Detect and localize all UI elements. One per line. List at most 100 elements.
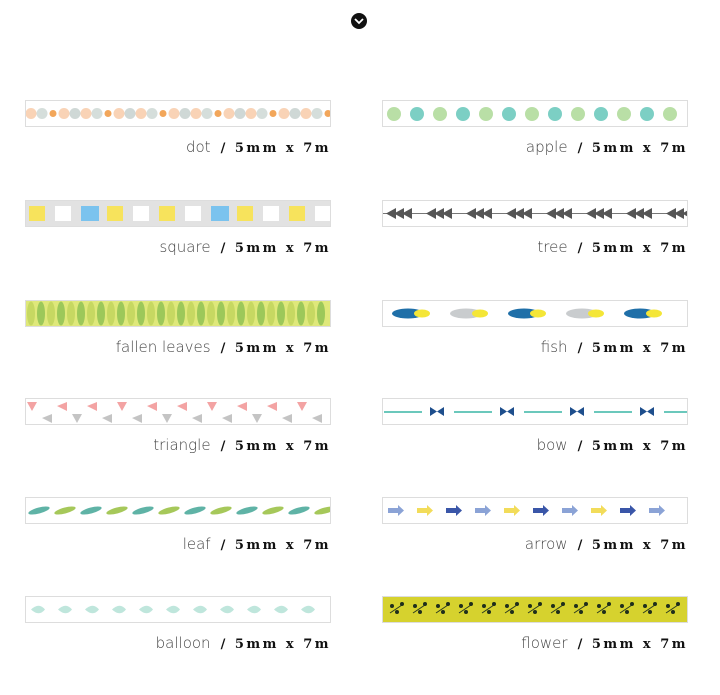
pattern-triangle [177,402,187,411]
pattern-triangle [297,402,307,411]
pattern-dot [300,108,312,119]
pattern-leaf [187,301,195,326]
pattern-tree [554,208,564,219]
pattern-flower [487,610,491,614]
tape-spec: / 5mm x 7m [578,538,688,553]
pattern-leaf [207,301,215,326]
pattern-dot [80,108,92,119]
pattern-triangle [207,402,217,411]
pattern-flower [579,610,583,614]
scroll-down-icon[interactable] [351,13,367,29]
pattern-flower [597,604,601,608]
tape-border [382,100,688,127]
pattern-stem [550,604,564,614]
pattern-square [55,206,71,221]
pattern-stem [619,604,633,614]
pattern-arrow [591,505,607,516]
pattern-tree [666,208,676,219]
pattern-flower [469,602,473,606]
pattern-dot [179,108,191,119]
pattern-tree [514,208,524,219]
pattern-square [237,206,253,221]
tape [25,497,331,524]
pattern-dot [146,108,158,119]
pattern-flower [574,604,578,608]
tape-pattern [382,208,688,219]
tape-border [25,200,331,227]
pattern-flower [482,604,486,608]
pattern-tree [434,208,444,219]
pattern-flower [492,602,496,606]
pattern-fish [414,309,430,318]
pattern-balloon [112,605,126,614]
pattern-balloon [31,605,45,614]
pattern-leaf [267,301,275,326]
pattern-balloon [58,605,72,614]
pattern-triangle [132,414,142,423]
pattern-stem [665,604,679,614]
tape-pattern [25,300,331,327]
pattern-triangle [162,414,172,423]
pattern-leaf [177,301,185,326]
pattern-leaf [227,301,235,326]
pattern-flower [464,610,468,614]
pattern-dot [104,110,112,117]
pattern-tree [602,208,612,219]
pattern-triangle [42,414,52,423]
tape [25,398,331,425]
tape-border [382,398,688,425]
pattern-leaf [132,506,154,515]
pattern-square [211,206,229,221]
pattern-balloon [220,605,234,614]
tape-bg [25,200,331,227]
pattern-triangle [27,402,37,411]
pattern-leaf [277,301,285,326]
pattern-leaf [47,301,55,326]
tape-border [25,300,331,327]
pattern-fish [588,309,604,318]
pattern-square [107,206,123,221]
tape-border [25,398,331,425]
pattern-leaf [107,301,115,326]
pattern-dot [324,110,331,117]
pattern-leaf [314,506,331,515]
pattern-dot [91,108,103,119]
pattern-leaf [287,301,295,326]
pattern-arrow [533,505,549,516]
pattern-dot [25,108,37,119]
tape-spec: / 5mm x 7m [578,341,688,356]
tape-spec: / 5mm x 7m [221,141,331,156]
pattern-dot [214,110,222,117]
pattern-tree [402,208,412,219]
pattern-flower [395,610,399,614]
tape-name: arrow [525,535,568,553]
pattern-arrow [417,505,433,516]
pattern-apple [663,107,677,121]
tape-name: dot [186,138,211,156]
pattern-triangle [252,414,262,423]
pattern-tree [642,208,652,219]
pattern-dot [190,108,202,119]
pattern-flower [561,602,565,606]
pattern-leaf [157,301,165,326]
pattern-flower [671,610,675,614]
pattern-apple [456,107,470,121]
pattern-flower [441,610,445,614]
pattern-balloon [247,605,261,614]
pattern-balloon [193,605,207,614]
pattern-square [133,206,149,221]
pattern-leaf [57,301,65,326]
pattern-tree [394,208,404,219]
tape-pattern [31,605,315,614]
pattern-stem [458,604,472,614]
pattern-triangle [102,414,112,423]
pattern-arrow [446,505,462,516]
pattern-apple [548,107,562,121]
pattern-leaf [257,301,265,326]
pattern-dot [201,108,213,119]
tape-name: apple [526,138,568,156]
pattern-dot [69,108,81,119]
tape [382,398,688,425]
pattern-square [185,206,201,221]
